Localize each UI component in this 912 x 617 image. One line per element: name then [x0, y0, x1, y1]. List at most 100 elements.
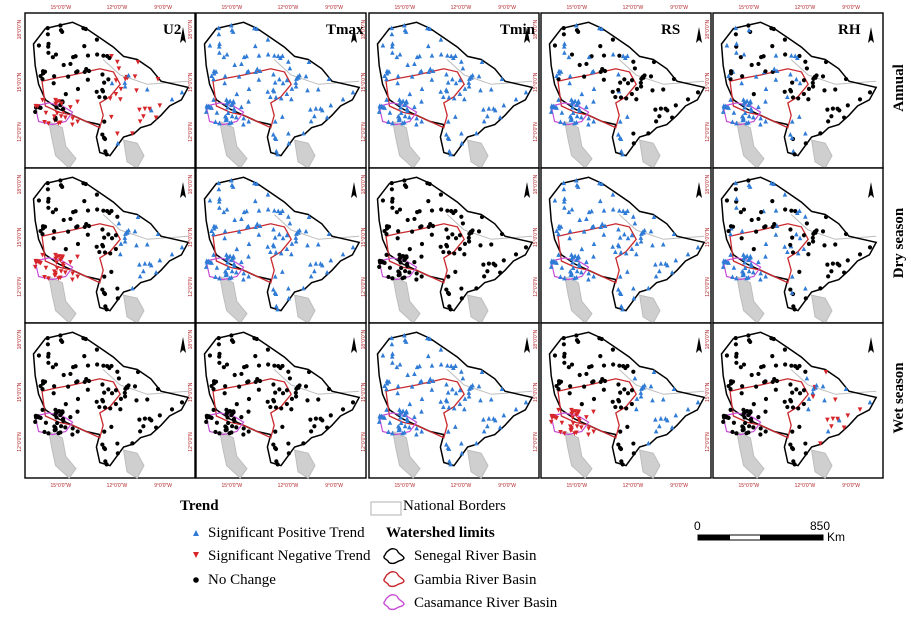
legend-senegal-icon [383, 548, 405, 565]
positive-trend-marker [561, 180, 567, 186]
no-change-marker [46, 351, 51, 356]
no-change-marker [246, 429, 251, 434]
positive-trend-marker [660, 396, 666, 402]
no-change-marker [685, 97, 691, 102]
positive-trend-marker [301, 130, 306, 136]
no-change-marker [400, 276, 405, 281]
positive-trend-marker [797, 80, 803, 86]
positive-trend-marker [444, 71, 449, 77]
no-change-marker [60, 416, 66, 422]
country-border [219, 275, 248, 324]
no-change-marker [561, 342, 566, 347]
positive-trend-marker [312, 113, 317, 119]
map-panel: 18°0'0"N15°0'0"N12°0'0"N15°0'0"W 12°0'0"W… [705, 322, 884, 489]
no-change-marker [51, 236, 56, 241]
negative-trend-marker [109, 114, 114, 120]
north-arrow-icon [696, 182, 702, 198]
no-change-marker [772, 221, 777, 227]
positive-trend-marker [272, 135, 278, 140]
no-change-marker [390, 196, 395, 201]
positive-trend-marker [382, 105, 387, 110]
positive-trend-marker [617, 273, 623, 279]
positive-trend-marker [231, 106, 237, 111]
positive-trend-marker [591, 254, 596, 259]
negative-trend-marker [38, 260, 43, 266]
no-change-marker [101, 53, 106, 58]
positive-trend-marker [499, 76, 505, 82]
positive-trend-marker [308, 273, 314, 279]
positive-trend-marker [774, 223, 780, 228]
positive-trend-marker [618, 249, 624, 255]
no-change-marker [58, 178, 63, 183]
positive-trend-marker [448, 363, 454, 369]
no-change-marker [108, 406, 113, 411]
no-change-marker [841, 115, 847, 120]
positive-trend-marker [444, 381, 449, 387]
casamance-basin-outline [378, 412, 418, 436]
no-change-marker [634, 86, 640, 91]
positive-trend-marker [379, 413, 385, 419]
no-change-marker [763, 379, 768, 384]
no-change-marker [730, 429, 735, 435]
positive-trend-marker [763, 118, 768, 124]
positive-trend-marker [811, 386, 816, 391]
positive-trend-marker [462, 406, 467, 412]
gambia-basin-outline [212, 68, 292, 129]
positive-trend-marker [581, 229, 587, 234]
map-panel: 18°0'0"N15°0'0"N12°0'0"N15°0'0"W 12°0'0"W… [361, 5, 540, 169]
positive-trend-marker [268, 249, 273, 255]
positive-trend-marker [751, 269, 756, 275]
country-border [48, 275, 77, 324]
positive-trend-marker [599, 221, 605, 227]
no-change-marker [857, 252, 863, 257]
lat-tick-label: 12°0'0"N [188, 277, 194, 297]
no-change-marker [63, 247, 68, 252]
no-change-marker [789, 363, 794, 368]
negative-trend-marker [70, 122, 75, 128]
positive-trend-marker [389, 335, 395, 341]
positive-trend-marker [412, 104, 417, 110]
positive-trend-marker [386, 119, 391, 124]
positive-trend-marker [457, 91, 463, 97]
no-change-marker [232, 372, 237, 378]
negative-trend-marker [829, 424, 834, 429]
positive-trend-marker [446, 404, 452, 410]
no-change-marker [835, 261, 840, 266]
no-change-marker [444, 242, 449, 248]
no-change-marker [600, 376, 605, 382]
casamance-basin-outline [722, 412, 762, 436]
positive-trend-marker [598, 224, 604, 229]
no-change-marker [100, 242, 105, 248]
positive-trend-marker [286, 295, 292, 301]
no-change-marker [810, 235, 815, 240]
positive-trend-marker [497, 424, 503, 430]
positive-trend-marker [584, 259, 589, 265]
positive-trend-marker [562, 196, 567, 201]
no-change-marker [399, 265, 404, 271]
negative-trend-marker [574, 424, 580, 429]
positive-trend-marker [632, 375, 638, 381]
positive-trend-marker [820, 383, 826, 389]
positive-trend-marker [397, 51, 403, 57]
no-change-marker [638, 84, 644, 89]
no-change-marker [782, 399, 787, 404]
no-change-marker [446, 250, 452, 255]
no-change-marker [66, 74, 71, 79]
no-change-marker [101, 363, 106, 368]
positive-trend-marker [313, 106, 319, 111]
no-change-marker [790, 405, 796, 410]
no-change-marker [308, 417, 313, 422]
no-change-marker [513, 252, 519, 257]
country-border [638, 294, 661, 324]
positive-trend-marker [246, 118, 251, 124]
column-title-tmin: Tmin [500, 22, 536, 38]
positive-trend-marker [481, 417, 486, 422]
no-change-marker [624, 406, 629, 411]
negative-trend-marker [559, 420, 565, 426]
panel-frame [540, 12, 712, 169]
no-change-marker [462, 252, 467, 257]
north-arrow-icon [180, 27, 186, 43]
positive-trend-marker [284, 91, 290, 97]
no-change-marker [773, 387, 778, 392]
positive-trend-marker [217, 41, 222, 46]
